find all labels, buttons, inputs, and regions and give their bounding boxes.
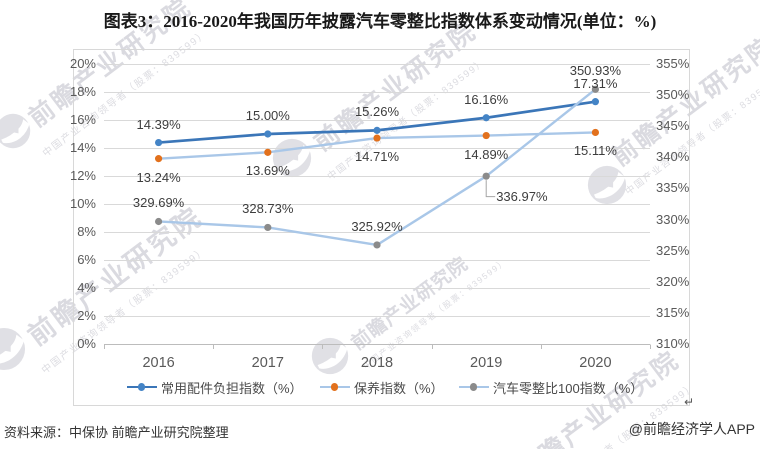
series-1-marker xyxy=(373,126,381,134)
series-3-marker xyxy=(591,85,600,93)
y-axis-label-right: 320% xyxy=(656,273,690,289)
y-axis-label-right: 350% xyxy=(656,87,690,103)
y-axis-label-right: 315% xyxy=(656,304,690,320)
data-label: 16.16% xyxy=(464,91,509,107)
series-2-marker xyxy=(373,134,381,142)
y-axis-label-left: 0% xyxy=(77,336,96,351)
x-axis-label: 2017 xyxy=(251,355,284,371)
legend-item: 常用配件负担指数（%） xyxy=(127,379,303,396)
series-1-marker xyxy=(155,138,163,147)
data-label: 350.93% xyxy=(569,63,622,79)
credit: @前瞻经济学人APP xyxy=(628,421,755,437)
series-3-marker xyxy=(264,223,272,232)
data-label: 328.73% xyxy=(242,201,294,217)
data-label: 14.89% xyxy=(464,146,509,162)
x-axis-label: 2016 xyxy=(142,355,175,371)
y-axis-label-left: 20% xyxy=(69,56,96,71)
legend-label: 保养指数（%） xyxy=(354,380,444,396)
legend-item: 汽车零整比100指数（%） xyxy=(459,379,644,396)
series-2-marker xyxy=(155,155,163,163)
legend-dot xyxy=(138,383,146,391)
y-axis-label-right: 325% xyxy=(656,242,690,258)
data-label: 325.92% xyxy=(351,218,403,234)
data-label: 329.69% xyxy=(132,195,185,211)
data-label: 15.11% xyxy=(573,143,617,159)
source-note: 资料来源：中保协 前瞻产业研究院整理 xyxy=(4,425,229,440)
series-3-marker xyxy=(482,172,490,180)
data-label: 15.00% xyxy=(245,108,290,123)
chart-frame xyxy=(73,49,690,406)
x-axis-label: 2018 xyxy=(360,355,394,371)
y-axis-label-left: 4% xyxy=(77,280,96,295)
y-axis-label-right: 355% xyxy=(656,56,690,71)
series-2-marker xyxy=(482,131,490,140)
data-label: 17.31% xyxy=(573,75,618,91)
data-label: 13.69% xyxy=(245,163,290,179)
data-label: 336.97% xyxy=(496,189,548,205)
y-axis-label-left: 16% xyxy=(69,112,96,127)
label-leader-line xyxy=(485,180,496,198)
legend-dot xyxy=(331,383,339,391)
y-axis-label-left: 8% xyxy=(77,224,96,239)
y-axis-label-left: 18% xyxy=(69,84,96,99)
series-3-marker xyxy=(373,241,381,249)
legend-label: 汽车零整比100指数（%） xyxy=(493,380,644,396)
y-axis-label-left: 14% xyxy=(69,140,96,155)
data-label: 14.39% xyxy=(136,116,181,132)
y-axis-label-right: 335% xyxy=(656,180,690,196)
data-label: 14.71% xyxy=(354,149,400,165)
series-1-marker xyxy=(482,114,490,122)
y-axis-label-left: 10% xyxy=(69,196,96,211)
x-axis-label: 2019 xyxy=(470,355,503,371)
legend-marker-icon xyxy=(127,379,157,395)
y-axis-label-right: 340% xyxy=(656,149,690,165)
y-axis-label-left: 2% xyxy=(77,308,96,323)
y-axis-label-right: 310% xyxy=(656,336,690,351)
series-3-marker xyxy=(155,217,163,226)
y-axis-label-right: 330% xyxy=(656,211,690,227)
legend-marker-icon xyxy=(320,379,350,395)
series-1-marker xyxy=(264,130,272,138)
series-1-marker xyxy=(591,98,600,106)
y-axis-label-left: 12% xyxy=(69,168,96,183)
series-2-marker xyxy=(264,148,272,156)
legend-marker-icon xyxy=(459,379,489,395)
x-axis-label: 2020 xyxy=(579,355,612,371)
series-2-marker xyxy=(591,128,600,137)
data-label: 13.24% xyxy=(136,169,181,185)
legend-label: 常用配件负担指数（%） xyxy=(161,380,303,396)
paragraph-mark-icon: ↵ xyxy=(684,395,695,409)
data-label: 15.26% xyxy=(354,104,400,120)
y-axis-label-right: 345% xyxy=(656,118,690,134)
chart-title: 图表3：2016-2020年我国历年披露汽车零整比指数体系变动情况(单位：%) xyxy=(103,12,657,31)
legend-item: 保养指数（%） xyxy=(320,379,444,396)
y-axis-label-left: 6% xyxy=(77,252,96,267)
legend-dot xyxy=(470,383,478,391)
